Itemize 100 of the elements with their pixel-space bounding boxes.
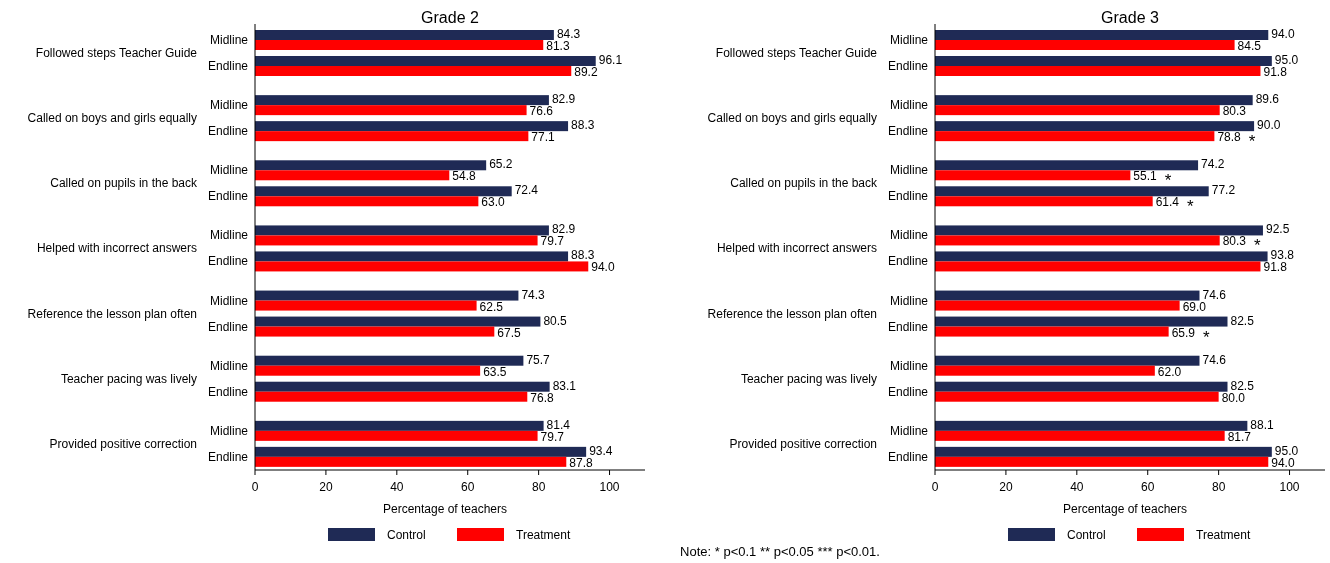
data-label: 87.8	[569, 455, 593, 470]
data-label: 95.0	[1274, 53, 1299, 67]
data-label: 94.0	[1271, 27, 1295, 41]
y-tick-label: Endline	[207, 319, 249, 334]
data-label: 74.6	[1202, 287, 1227, 302]
y-tick-label: Midline	[889, 98, 929, 113]
data-label: 65.9 *	[1171, 325, 1210, 347]
data-label: 92.5	[1265, 222, 1290, 237]
data-label: 91.8	[1263, 260, 1288, 275]
legend-label: Treatment	[1196, 528, 1251, 542]
data-label: 82.5	[1230, 378, 1255, 393]
data-label: 82.9	[551, 222, 576, 237]
data-label: 91.8	[1263, 65, 1288, 79]
data-label: 74.3	[521, 287, 546, 302]
x-tick-label: 60	[461, 480, 475, 494]
y-tick-label: Endline	[887, 59, 929, 73]
text: Reference the lesson plan often	[27, 306, 197, 321]
x-tick-label: 80	[1211, 480, 1226, 494]
chart-title: Grade 3	[1101, 9, 1160, 26]
data-label: 96.1	[598, 53, 623, 67]
y-tick-label: Midline	[209, 293, 249, 308]
y-tick-label: Endline	[887, 254, 929, 269]
text: Reference the lesson plan often	[707, 306, 877, 321]
data-label: 80.0	[1221, 390, 1246, 405]
y-tick-label: Endline	[207, 189, 249, 204]
data-label: 62.0	[1157, 364, 1182, 379]
text: Teacher pacing was lively	[60, 371, 197, 386]
data-label: 94.0	[591, 260, 615, 275]
text: Called on boys and girls equally	[27, 111, 197, 126]
y-tick-label: Endline	[207, 254, 249, 269]
x-tick-label: 20	[999, 480, 1013, 494]
data-label: 83.1	[552, 378, 577, 393]
y-tick-label: Midline	[209, 423, 249, 438]
data-label: 79.7	[540, 234, 565, 249]
y-tick-label: Endline	[207, 449, 249, 464]
data-label: 79.7	[540, 429, 565, 444]
data-label: 95.0	[1274, 443, 1299, 458]
data-label: 74.2	[1201, 157, 1225, 172]
legend-label: Control	[1067, 528, 1106, 542]
data-label: 61.4 *	[1155, 195, 1195, 217]
y-tick-label: Midline	[209, 358, 249, 373]
data-label: 81.4	[546, 417, 571, 432]
x-axis-title: Percentage of teachers	[382, 502, 508, 516]
data-label: 77.2	[1211, 183, 1236, 198]
text: Called on pupils in the back	[730, 176, 878, 191]
x-tick-label: 100	[599, 480, 620, 494]
text: Provided positive correction	[49, 436, 197, 451]
y-tick-label: Midline	[889, 33, 929, 47]
y-tick-label: Endline	[887, 124, 929, 139]
data-label: 93.8	[1270, 248, 1295, 263]
data-label: 63.0	[481, 195, 506, 210]
text: Followed steps Teacher Guide	[35, 46, 198, 60]
data-label: 89.2	[574, 65, 598, 79]
y-tick-label: Midline	[889, 358, 929, 373]
text: Helped with incorrect answers	[36, 241, 197, 256]
data-label: 74.6	[1202, 352, 1227, 367]
y-tick-label: Endline	[887, 319, 929, 334]
data-label: 55.1 *	[1133, 169, 1172, 191]
y-tick-label: Midline	[209, 33, 249, 47]
chart-title: Grade 2	[421, 9, 480, 26]
legend-label: Treatment	[516, 528, 571, 542]
data-label: 77.1	[531, 130, 556, 145]
y-tick-label: Endline	[887, 189, 929, 204]
data-label: 88.3	[571, 248, 595, 263]
text: Teacher pacing was lively	[740, 371, 877, 386]
y-tick-label: Endline	[207, 124, 249, 139]
data-label: 84.5	[1237, 39, 1262, 53]
data-label: 82.5	[1230, 313, 1255, 328]
y-tick-label: Midline	[209, 228, 249, 243]
text: Called on boys and girls equally	[707, 111, 877, 126]
y-tick-label: Midline	[209, 163, 249, 178]
y-tick-label: Endline	[887, 384, 929, 399]
data-label: 54.8	[452, 169, 476, 184]
data-label: 78.8 *	[1217, 130, 1256, 152]
x-tick-label: 20	[319, 480, 333, 494]
data-label: 80.5	[543, 313, 568, 328]
y-tick-label: Endline	[207, 59, 249, 73]
data-label: 89.6	[1255, 92, 1280, 107]
data-label: 88.3	[571, 118, 595, 133]
data-label: 63.5	[483, 364, 507, 379]
x-tick-label: 100	[1279, 480, 1300, 494]
data-label: 88.1	[1250, 417, 1275, 432]
data-label: 76.8	[530, 390, 554, 405]
data-label: 93.4	[589, 443, 613, 458]
y-tick-label: Endline	[887, 449, 929, 464]
text: Provided positive correction	[729, 436, 877, 451]
text: Helped with incorrect answers	[716, 241, 877, 256]
y-tick-label: Endline	[207, 384, 249, 399]
data-label: 69.0	[1182, 299, 1207, 314]
data-label: 94.0	[1271, 455, 1295, 470]
y-tick-label: Midline	[209, 98, 249, 113]
legend-label: Control	[387, 528, 426, 542]
data-label: 67.5	[497, 325, 521, 340]
data-label: 80.3	[1222, 104, 1247, 119]
x-axis-title: Percentage of teachers	[1062, 502, 1188, 516]
x-tick-label: 0	[251, 480, 259, 494]
y-tick-label: Midline	[889, 163, 929, 178]
x-tick-label: 40	[390, 480, 404, 494]
y-tick-label: Midline	[889, 293, 929, 308]
y-tick-label: Midline	[889, 228, 929, 243]
